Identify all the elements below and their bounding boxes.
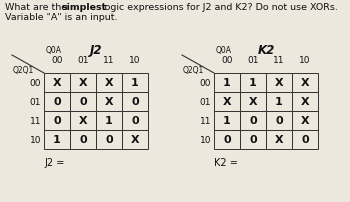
- Text: X: X: [53, 78, 61, 88]
- Text: 0: 0: [53, 116, 61, 126]
- Bar: [70, 112, 96, 130]
- Text: logic expressions for J2 and K2? Do not use XORs.: logic expressions for J2 and K2? Do not …: [99, 3, 338, 12]
- Bar: [214, 130, 240, 149]
- Text: 00: 00: [199, 79, 211, 87]
- Text: 0: 0: [131, 97, 139, 107]
- Bar: [292, 112, 318, 130]
- Text: K2 =: K2 =: [214, 157, 238, 167]
- Text: X: X: [131, 135, 139, 145]
- Text: X: X: [79, 116, 87, 126]
- Text: 0: 0: [79, 97, 87, 107]
- Bar: [292, 130, 318, 149]
- Text: 00: 00: [29, 79, 41, 87]
- Bar: [70, 130, 96, 149]
- Bar: [122, 130, 148, 149]
- Bar: [122, 112, 148, 130]
- Bar: [292, 93, 318, 112]
- Text: 0: 0: [301, 135, 309, 145]
- Text: X: X: [249, 97, 257, 107]
- Text: Q0A: Q0A: [46, 46, 62, 55]
- Bar: [240, 112, 266, 130]
- Text: X: X: [275, 135, 283, 145]
- Text: 00: 00: [51, 56, 63, 65]
- Bar: [44, 74, 70, 93]
- Text: 0: 0: [131, 116, 139, 126]
- Bar: [70, 93, 96, 112]
- Bar: [266, 93, 292, 112]
- Text: 10: 10: [29, 135, 41, 144]
- Bar: [266, 112, 292, 130]
- Text: What are the: What are the: [5, 3, 70, 12]
- Bar: [70, 74, 96, 93]
- Text: 11: 11: [273, 56, 285, 65]
- Text: X: X: [79, 78, 87, 88]
- Text: 0: 0: [223, 135, 231, 145]
- Text: 1: 1: [223, 116, 231, 126]
- Bar: [266, 74, 292, 93]
- Text: 1: 1: [249, 78, 257, 88]
- Text: Variable "A" is an input.: Variable "A" is an input.: [5, 13, 118, 22]
- Text: 1: 1: [53, 135, 61, 145]
- Text: X: X: [301, 97, 309, 107]
- Bar: [240, 93, 266, 112]
- Text: 1: 1: [105, 116, 113, 126]
- Bar: [240, 130, 266, 149]
- Text: 10: 10: [199, 135, 211, 144]
- Bar: [44, 130, 70, 149]
- Bar: [96, 112, 122, 130]
- Bar: [44, 112, 70, 130]
- Text: 1: 1: [223, 78, 231, 88]
- Bar: [214, 112, 240, 130]
- Text: J2 =: J2 =: [44, 157, 64, 167]
- Bar: [266, 130, 292, 149]
- Bar: [214, 74, 240, 93]
- Text: X: X: [223, 97, 231, 107]
- Text: 11: 11: [29, 116, 41, 125]
- Text: Q0A: Q0A: [216, 46, 232, 55]
- Bar: [96, 93, 122, 112]
- Bar: [122, 74, 148, 93]
- Text: K2: K2: [257, 44, 275, 57]
- Text: simplest: simplest: [62, 3, 107, 12]
- Bar: [292, 74, 318, 93]
- Text: 0: 0: [53, 97, 61, 107]
- Text: 0: 0: [275, 116, 283, 126]
- Text: 01: 01: [77, 56, 89, 65]
- Text: 01: 01: [29, 98, 41, 106]
- Text: X: X: [301, 78, 309, 88]
- Text: 0: 0: [249, 135, 257, 145]
- Text: 11: 11: [103, 56, 115, 65]
- Bar: [96, 130, 122, 149]
- Text: Q2Q1: Q2Q1: [13, 66, 34, 75]
- Text: 0: 0: [105, 135, 113, 145]
- Text: 1: 1: [275, 97, 283, 107]
- Text: 0: 0: [79, 135, 87, 145]
- Bar: [122, 93, 148, 112]
- Bar: [240, 74, 266, 93]
- Text: 00: 00: [221, 56, 233, 65]
- Text: 0: 0: [249, 116, 257, 126]
- Text: 1: 1: [131, 78, 139, 88]
- Text: 11: 11: [199, 116, 211, 125]
- Text: J2: J2: [90, 44, 102, 57]
- Text: X: X: [275, 78, 283, 88]
- Bar: [96, 74, 122, 93]
- Text: 01: 01: [247, 56, 259, 65]
- Text: X: X: [105, 97, 113, 107]
- Bar: [214, 93, 240, 112]
- Text: X: X: [105, 78, 113, 88]
- Bar: [44, 93, 70, 112]
- Text: 10: 10: [129, 56, 141, 65]
- Text: 10: 10: [299, 56, 311, 65]
- Text: X: X: [301, 116, 309, 126]
- Text: 01: 01: [199, 98, 211, 106]
- Text: Q2Q1: Q2Q1: [183, 66, 204, 75]
